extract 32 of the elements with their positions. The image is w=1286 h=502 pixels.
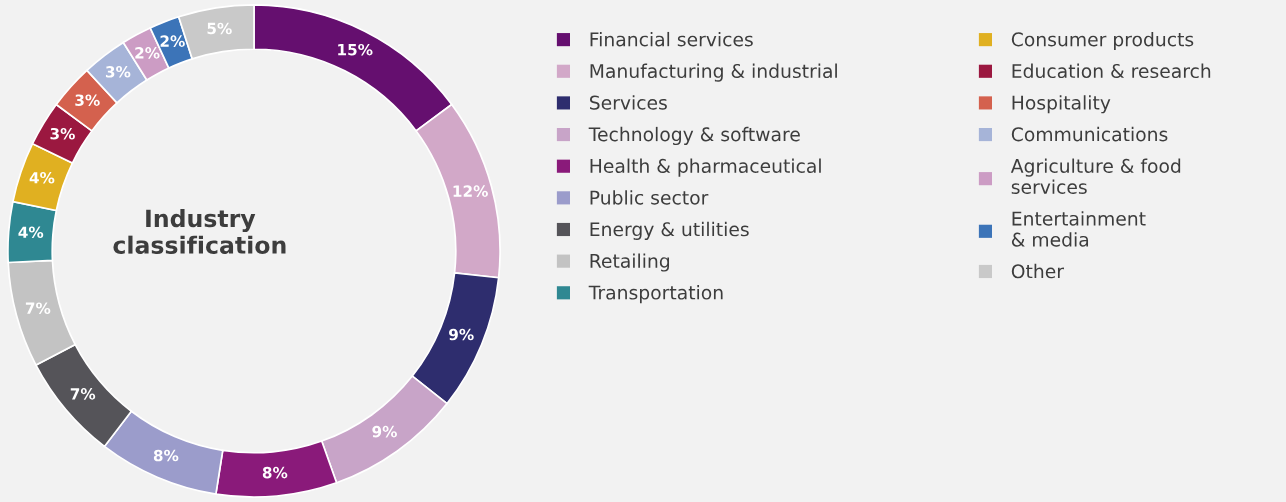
legend-label: Communications <box>1011 126 1168 142</box>
legend-label: Other <box>1011 263 1064 279</box>
data-label: 9% <box>372 425 397 438</box>
legend-label: Consumer products <box>1011 31 1194 51</box>
legend-label: Agriculture & food services <box>1010 158 1181 195</box>
legend-label: Public sector <box>590 190 709 205</box>
data-label: 4% <box>29 172 55 184</box>
legend-label: Transportation <box>588 285 723 304</box>
data-label: 2% <box>135 47 160 59</box>
legend-label: Hospitality <box>1012 95 1111 114</box>
legend-label: Services <box>589 95 667 110</box>
legend-label: Entertainment & media <box>1011 211 1146 247</box>
legend-label: Manufacturing & industrial <box>590 63 837 82</box>
data-label: 8% <box>153 449 179 462</box>
data-label: 15% <box>338 43 373 56</box>
data-label: 2% <box>160 35 185 47</box>
data-label: 3% <box>50 127 75 140</box>
legend-label: Financial services <box>590 31 753 47</box>
data-label: 7% <box>70 388 96 400</box>
data-label: 3% <box>75 94 100 106</box>
data-label: 4% <box>18 226 44 239</box>
legend-label: Health & pharmaceutical <box>590 158 821 177</box>
legend-label: Retailing <box>590 253 670 272</box>
text: Industry classification <box>113 209 286 254</box>
legend-label: Energy & utilities <box>590 221 749 240</box>
data-label: 7% <box>25 302 51 314</box>
data-label: 8% <box>262 466 288 479</box>
legend-label: Education & research <box>1012 63 1211 79</box>
legend-label: Technology & software <box>588 126 800 146</box>
data-label: 12% <box>453 185 488 197</box>
data-label: 3% <box>105 66 131 78</box>
data-label: 9% <box>449 328 474 341</box>
